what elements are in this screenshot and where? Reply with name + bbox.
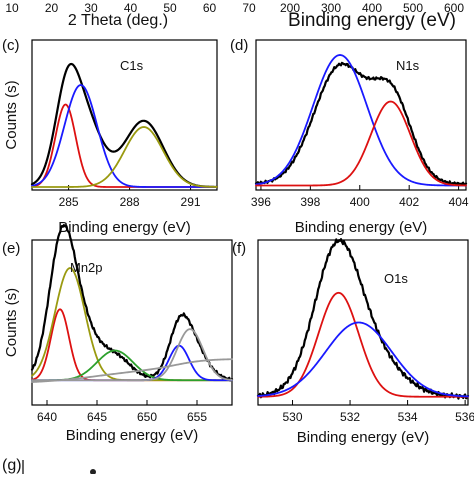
plot-frame [257,239,469,406]
panel-title: Mn2p [70,260,103,275]
panel-g-tag: (g) [2,457,22,474]
series-line-1 [257,291,469,398]
x-tick-label: 645 [87,410,107,424]
x-tick-label: 536 [455,410,474,424]
series-line-2 [257,321,469,398]
top-left-tick-label: 10 [5,1,19,15]
panel-tag: (e) [2,240,20,257]
series-line-0 [30,224,234,382]
series-line-1 [255,54,467,187]
series-line-3 [31,126,218,188]
x-tick-label: 396 [251,195,271,209]
top-right-tick-label: 600 [444,1,464,15]
x-axis-label: Binding energy (eV) [297,429,430,446]
x-tick-label: 532 [340,410,360,424]
top-right-tick-label: 200 [280,1,300,15]
top-right-tick-labels: 200 300 400 500 600 [280,1,464,15]
top-left-axis-label: 2 Theta (deg.) [68,12,168,29]
series-line-2 [31,267,233,382]
plot-frame [31,39,218,191]
y-axis-label: Counts (s) [3,80,20,149]
y-axis-label: Counts (s) [3,288,20,357]
plot-frame [31,239,233,406]
top-left-tick-label: 40 [124,1,138,15]
panel-title: O1s [384,271,408,286]
x-tick-label: 288 [120,195,140,209]
x-tick-label: 402 [399,195,419,209]
panel-g-data-fragment [90,469,96,475]
panel-g: (g) [2,457,96,475]
x-tick-label: 404 [449,195,469,209]
top-strip: 10 20 30 40 50 60 70 2 Theta (deg.) 200 300 400 5… [5,1,464,31]
series-line-2 [255,100,467,187]
top-left-tick-label: 60 [203,1,217,15]
series-line-0 [30,62,219,189]
top-left-tick-label: 50 [163,1,177,15]
x-tick-label: 291 [181,195,201,209]
x-tick-label: 400 [350,195,370,209]
top-left-tick-labels: 10 20 30 40 50 60 70 [5,1,256,15]
x-tick-label: 530 [283,410,303,424]
top-left-tick-label: 30 [84,1,98,15]
top-left-tick-label: 70 [242,1,256,15]
x-axis-label: Binding energy (eV) [58,219,191,236]
x-axis-label: Binding energy (eV) [66,427,199,444]
top-right-tick-label: 500 [403,1,423,15]
series-line-0 [256,238,470,400]
plot-frame [255,39,467,191]
top-right-axis-label: Binding energy (eV) [288,10,456,31]
panel-title: N1s [396,58,420,73]
top-right-tick-label: 300 [321,1,341,15]
panel-d: 396 398 400 402 404 (d) N1s Binding energy (eV) [230,37,469,236]
top-right-tick-label: 400 [362,1,382,15]
x-tick-label: 650 [137,410,157,424]
x-tick-label: 640 [37,410,57,424]
x-tick-label: 534 [398,410,418,424]
panel-tag: (f) [232,240,246,257]
panel-tag: (d) [230,37,248,54]
top-left-tick-label: 20 [45,1,59,15]
x-tick-label: 655 [187,410,207,424]
panel-c: 285 288 291 (c) C1s Binding energy (eV) Counts… [2,37,219,236]
x-tick-label: 398 [300,195,320,209]
x-axis-label: Binding energy (eV) [295,219,428,236]
x-tick-label: 285 [59,195,79,209]
panel-tag: (c) [2,37,20,54]
series-line-0 [254,61,468,187]
series-line-2 [31,84,218,188]
panel-title: C1s [120,58,144,73]
panel-f: 530 532 534 536 (f) O1s Binding energy (eV) [232,238,474,446]
panel-e: 640 645 650 655 (e) Mn2p Binding energy (eV) Co… [2,224,234,444]
series-line-6 [31,358,233,383]
